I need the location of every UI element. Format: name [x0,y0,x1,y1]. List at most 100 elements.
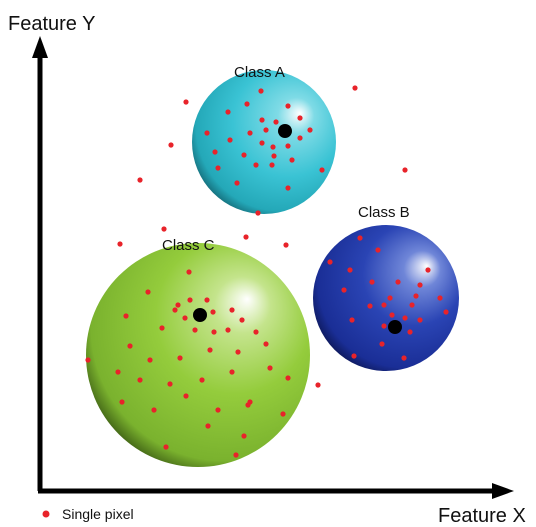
pixel-dot [425,267,431,273]
pixel-dot [241,433,247,439]
cluster-sphere [313,225,459,371]
pixel-dot [352,85,358,91]
pixel-dot [183,393,189,399]
pixel-dot [413,293,419,299]
pixel-dot [307,127,313,133]
pixel-dot [283,242,289,248]
pixel-dot [369,279,375,285]
legend-marker [42,510,50,518]
pixel-dot [175,302,181,308]
cluster-label: Class B [358,204,410,221]
pixel-dot [168,142,174,148]
cluster-label: Class C [162,237,215,254]
pixel-dot [259,117,265,123]
pixel-dot [327,259,333,265]
pixel-dot [243,234,249,240]
pixel-dot [258,88,264,94]
pixel-dot [351,353,357,359]
pixel-dot [273,119,279,125]
pixel-dot [186,269,192,275]
pixel-dot [401,355,407,361]
pixel-dot [263,127,269,133]
pixel-dot [263,341,269,347]
pixel-dot [375,247,381,253]
pixel-dot [247,130,253,136]
pixel-dot [172,307,178,313]
pixel-dot [207,347,213,353]
centroid [193,308,207,322]
pixel-dot [285,103,291,109]
pixel-dot [229,307,235,313]
pixel-dot [212,149,218,155]
pixel-dot [211,329,217,335]
pixel-dot [357,235,363,241]
pixel-dot [267,365,273,371]
pixel-dot [192,327,198,333]
centroid [278,124,292,138]
pixel-dot [271,153,277,159]
pixel-dot [187,297,193,303]
pixel-dot [215,407,221,413]
pixel-dot [417,317,423,323]
pixel-dot [255,210,261,216]
x-axis-label: Feature X [438,505,526,527]
pixel-dot [183,99,189,105]
pixel-dot [225,327,231,333]
cluster-sphere [86,243,310,467]
pixel-dot [147,357,153,363]
pixel-dot [367,303,373,309]
pixel-dot [177,355,183,361]
pixel-dot [347,267,353,273]
pixel-dot [443,309,449,315]
pixel-dot [117,241,123,247]
pixel-dot [182,315,188,321]
pixel-dot [229,369,235,375]
pixel-dot [269,162,275,168]
legend-label: Single pixel [62,506,134,522]
pixel-dot [137,377,143,383]
pixel-dot [381,302,387,308]
pixel-dot [285,143,291,149]
pixel-dot [159,325,165,331]
pixel-dot [349,317,355,323]
pixel-dot [437,295,443,301]
pixel-dot [253,162,259,168]
pixel-dot [239,317,245,323]
pixel-dot [210,309,216,315]
pixel-dot [85,357,91,363]
pixel-dot [199,377,205,383]
pixel-dot [270,144,276,150]
pixel-dot [245,402,251,408]
centroid [388,320,402,334]
pixel-dot [119,399,125,405]
pixel-dot [379,341,385,347]
pixel-dot [205,423,211,429]
pixel-dot [289,157,295,163]
pixel-dot [297,135,303,141]
y-axis-arrow [32,36,48,58]
pixel-dot [395,279,401,285]
pixel-dot [285,185,291,191]
pixel-dot [234,180,240,186]
pixel-dot [163,444,169,450]
pixel-dot [409,302,415,308]
pixel-dot [402,167,408,173]
pixel-dot [280,411,286,417]
pixel-dot [225,109,231,115]
pixel-dot [417,282,423,288]
pixel-dot [215,165,221,171]
pixel-dot [127,343,133,349]
pixel-dot [161,226,167,232]
pixel-dot [241,152,247,158]
cluster-label: Class A [234,64,285,81]
pixel-dot [151,407,157,413]
pixel-dots [85,85,449,458]
pixel-dot [233,452,239,458]
pixel-dot [145,289,151,295]
pixel-dot [387,295,393,301]
pixel-dot [381,323,387,329]
y-axis-label: Feature Y [8,13,95,35]
pixel-dot [341,287,347,293]
pixel-dot [402,315,408,321]
